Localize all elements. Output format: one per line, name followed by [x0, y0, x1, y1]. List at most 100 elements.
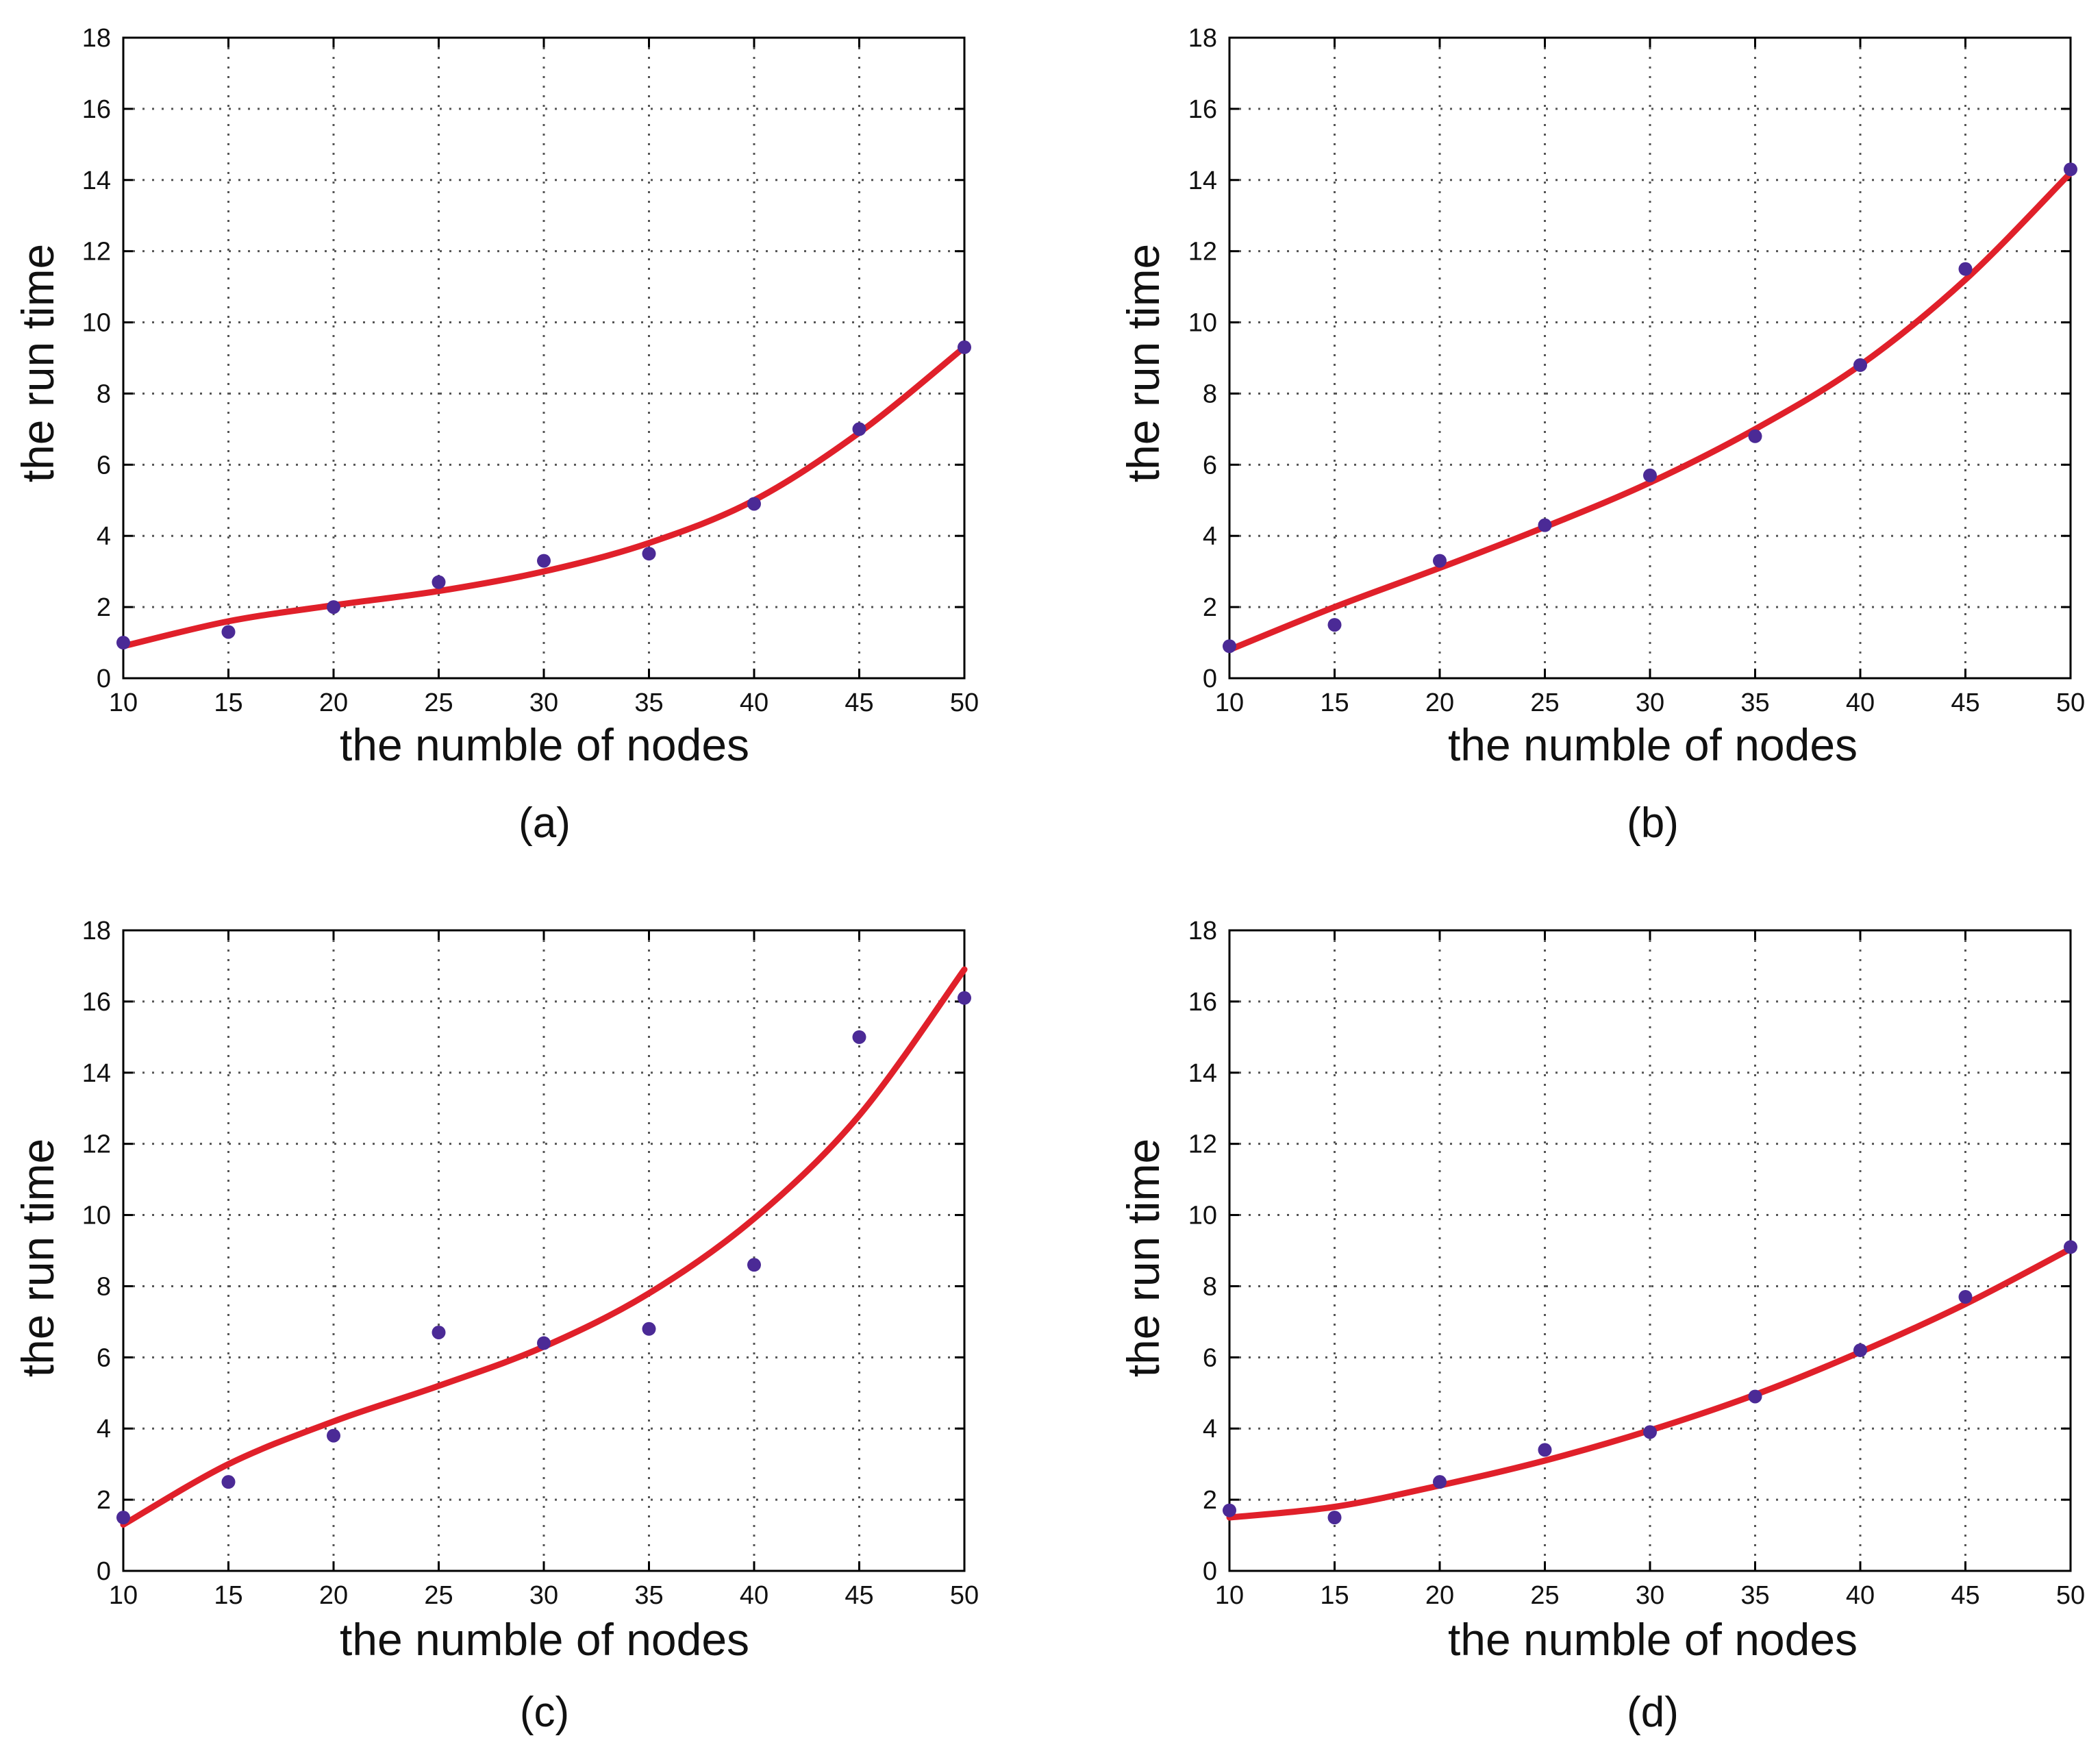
panel-c-ytick-label-16: 16: [82, 988, 111, 1017]
panel-c-point-50: [958, 991, 971, 1005]
panel-a-xtick-label-25: 25: [424, 689, 453, 717]
panel-a-xtick-label-20: 20: [319, 689, 348, 717]
panel-b-xtick-label-35: 35: [1740, 689, 1769, 717]
panel-a-ytick-label-8: 8: [97, 380, 111, 408]
panel-c-ytick-label-6: 6: [97, 1343, 111, 1372]
panel-b-point-10: [1223, 639, 1236, 654]
panel-a-point-40: [747, 497, 761, 511]
panel-c-axes-box: [122, 929, 966, 1572]
panel-b-ticks: 10 15 20 25 30 35 40 45 50 0 2 4 6 8 10 12 14 16 18: [1188, 24, 2085, 717]
panel-b-caption: (b): [1627, 799, 1679, 847]
panel-b-xtick-label-30: 30: [1636, 689, 1664, 717]
panel-d-point-10: [1223, 1503, 1236, 1517]
panel-b-ytick-label-0: 0: [1203, 665, 1217, 693]
panel-a-ytick-label-10: 10: [82, 309, 111, 338]
panel-c-xtick-label-25: 25: [424, 1581, 453, 1610]
panel-c-xtick-label-30: 30: [529, 1581, 558, 1610]
panel-a-point-20: [327, 600, 340, 615]
panel-c-point-35: [642, 1322, 656, 1336]
panel-d-point-40: [1853, 1343, 1867, 1357]
panel-a-point-15: [221, 625, 236, 639]
panel-d-xtick-label-10: 10: [1215, 1581, 1244, 1610]
panel-c-xtick-label-45: 45: [845, 1581, 873, 1610]
panel-b-fit-line: [1226, 169, 2074, 653]
panel-a-ytick-label-4: 4: [97, 522, 111, 551]
panel-b-ytick-label-8: 8: [1203, 380, 1217, 408]
panel-b-point-45: [1958, 262, 1973, 276]
panel-a-grid: [123, 38, 964, 678]
panel-c-xtick-label-35: 35: [634, 1581, 663, 1610]
panel-d: the run time the numble of nodes (d) 10 1…: [1118, 917, 2085, 1736]
panel-a-xtick-label-10: 10: [109, 689, 138, 717]
panel-d-ytick-label-10: 10: [1188, 1202, 1217, 1230]
panel-d-ytick-label-18: 18: [1188, 917, 1217, 945]
panel-c: the run time the numble of nodes (c) 10 1…: [12, 917, 979, 1736]
panel-d-xtick-label-30: 30: [1636, 1581, 1664, 1610]
panel-d-xtick-label-45: 45: [1951, 1581, 1979, 1610]
panel-d-point-20: [1433, 1475, 1447, 1489]
panel-b-ytick-label-6: 6: [1203, 451, 1217, 480]
panel-b-points: [1223, 162, 2077, 654]
panel-d-xlabel: the numble of nodes: [1448, 1614, 1858, 1665]
panel-a-ytick-label-16: 16: [82, 95, 111, 124]
panel-b-point-40: [1853, 358, 1867, 372]
panel-c-point-25: [432, 1325, 446, 1339]
panel-d-xtick-label-35: 35: [1740, 1581, 1769, 1610]
panel-a-fit-line: [120, 344, 968, 649]
panel-a-xtick-label-50: 50: [950, 689, 979, 717]
panel-d-ytick-label-14: 14: [1188, 1059, 1217, 1088]
panel-d-caption: (d): [1627, 1689, 1679, 1736]
panel-a-points: [116, 340, 971, 650]
panel-a-caption: (a): [518, 799, 571, 847]
panel-c-ytick-label-14: 14: [82, 1059, 111, 1088]
panel-a-ytick-label-6: 6: [97, 451, 111, 480]
panel-c-ticks: 10 15 20 25 30 35 40 45 50 0 2 4 6 8 10 12 14 16 18: [82, 917, 979, 1610]
panel-a-xlabel: the numble of nodes: [340, 719, 749, 770]
panel-b-point-25: [1538, 518, 1552, 532]
panel-c-xlabel: the numble of nodes: [340, 1614, 749, 1665]
panel-b-ytick-label-12: 12: [1188, 238, 1217, 266]
panel-d-ytick-label-8: 8: [1203, 1272, 1217, 1301]
panel-c-ytick-label-12: 12: [82, 1130, 111, 1159]
panel-d-ylabel: the run time: [1118, 1139, 1168, 1378]
panel-c-ylabel: the run time: [12, 1139, 63, 1378]
panel-d-ytick-label-4: 4: [1203, 1415, 1217, 1443]
panel-d-points: [1223, 1240, 2077, 1525]
panel-c-points: [116, 991, 971, 1525]
panel-c-point-30: [537, 1336, 551, 1350]
panel-c-xtick-label-10: 10: [109, 1581, 138, 1610]
panel-a-ticks: 10 15 20 25 30 35 40 45 50 0 2 4 6 8 10 12 14 16 18: [82, 24, 979, 717]
panel-b-point-35: [1748, 429, 1762, 443]
panel-b-ytick-label-10: 10: [1188, 309, 1217, 338]
panel-c-point-10: [116, 1511, 130, 1525]
panel-d-ytick-label-6: 6: [1203, 1343, 1217, 1372]
panel-a-xtick-label-15: 15: [214, 689, 242, 717]
panel-b-xtick-label-45: 45: [1951, 689, 1979, 717]
panel-c-xtick-label-15: 15: [214, 1581, 242, 1610]
panel-c-ytick-label-2: 2: [97, 1486, 111, 1515]
panel-b-grid: [1229, 38, 2071, 678]
panel-b-point-30: [1643, 468, 1657, 482]
panel-d-ticks: 10 15 20 25 30 35 40 45 50 0 2 4 6 8 10 12 14 16 18: [1188, 917, 2085, 1610]
panel-b-point-20: [1433, 554, 1447, 568]
panel-a-xtick-label-35: 35: [634, 689, 663, 717]
panel-b-xtick-label-50: 50: [2056, 689, 2085, 717]
panel-d-xtick-label-50: 50: [2056, 1581, 2085, 1610]
panel-b-xlabel: the numble of nodes: [1448, 719, 1858, 770]
panel-a-point-25: [432, 575, 446, 589]
panel-d-point-30: [1643, 1425, 1657, 1439]
panel-d-xtick-label-40: 40: [1846, 1581, 1875, 1610]
panel-d-xtick-label-15: 15: [1320, 1581, 1349, 1610]
panel-b-xtick-label-25: 25: [1530, 689, 1559, 717]
panel-c-ytick-label-10: 10: [82, 1202, 111, 1230]
panel-a-point-10: [116, 636, 130, 650]
panel-b-ytick-label-2: 2: [1203, 593, 1217, 622]
panel-a-xtick-label-40: 40: [740, 689, 768, 717]
panel-c-ytick-label-18: 18: [82, 917, 111, 945]
panel-d-point-25: [1538, 1443, 1552, 1457]
panel-a-ytick-label-2: 2: [97, 593, 111, 622]
panel-b-xtick-label-15: 15: [1320, 689, 1349, 717]
panel-c-fit-line: [120, 966, 968, 1528]
panel-d-ytick-label-12: 12: [1188, 1130, 1217, 1159]
